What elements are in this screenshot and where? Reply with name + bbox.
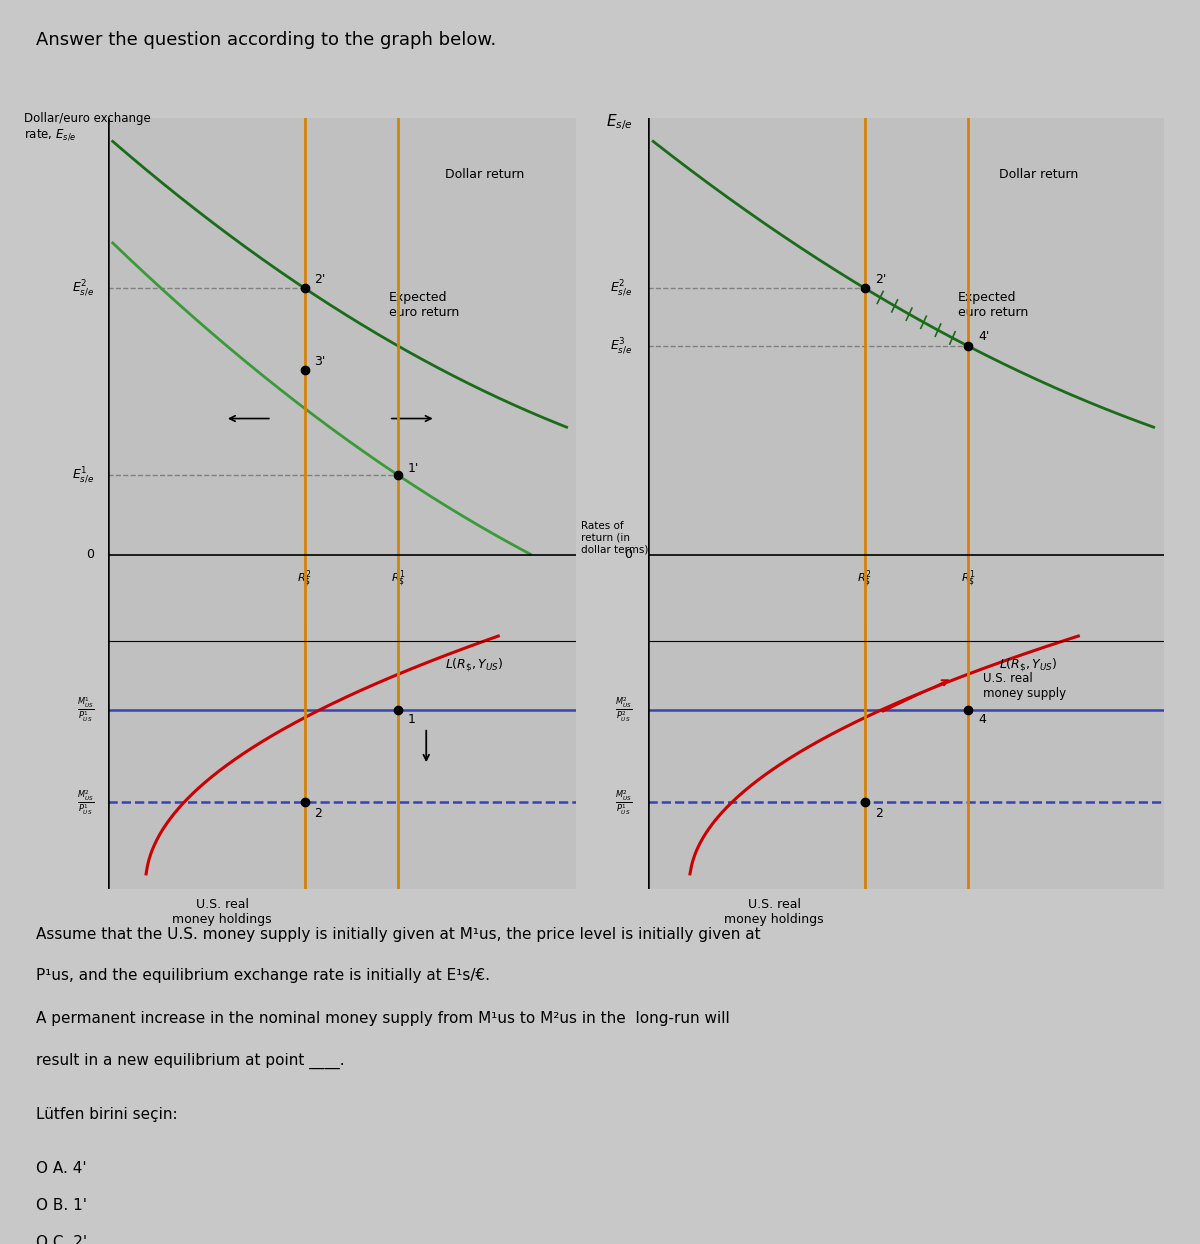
- Text: $E^3_{s/e}$: $E^3_{s/e}$: [610, 336, 632, 356]
- Text: 1: 1: [408, 713, 415, 725]
- Text: Dollar return: Dollar return: [998, 168, 1078, 182]
- Text: Dollar/euro exchange
rate, $E_{s/e}$: Dollar/euro exchange rate, $E_{s/e}$: [24, 112, 151, 142]
- Text: 3': 3': [314, 355, 325, 368]
- Text: Answer the question according to the graph below.: Answer the question according to the gra…: [36, 31, 497, 49]
- Text: Rates of
return (in
dollar terms): Rates of return (in dollar terms): [581, 521, 648, 554]
- Text: $R^1_{\$}$: $R^1_{\$}$: [391, 569, 406, 590]
- Text: Expected
euro return: Expected euro return: [389, 291, 460, 320]
- Text: U.S. real
money supply: U.S. real money supply: [984, 672, 1067, 700]
- Text: U.S. real
money holdings: U.S. real money holdings: [172, 898, 272, 927]
- Text: $E_{s/e}$: $E_{s/e}$: [606, 112, 632, 132]
- Text: 1': 1': [408, 463, 419, 475]
- Text: P¹us, and the equilibrium exchange rate is initially at E¹s/€.: P¹us, and the equilibrium exchange rate …: [36, 968, 490, 983]
- Text: $\frac{M^2_{US}}{P^2_{US}}$: $\frac{M^2_{US}}{P^2_{US}}$: [616, 697, 632, 724]
- Text: $R^1_{\$}$: $R^1_{\$}$: [960, 569, 976, 590]
- Text: $E^2_{s/e}$: $E^2_{s/e}$: [72, 279, 94, 299]
- Text: 0: 0: [86, 549, 94, 561]
- Text: $\frac{M^2_{US}}{P^1_{US}}$: $\frac{M^2_{US}}{P^1_{US}}$: [616, 789, 632, 816]
- Text: Expected
euro return: Expected euro return: [958, 291, 1028, 320]
- Text: $\frac{M^2_{US}}{P^1_{US}}$: $\frac{M^2_{US}}{P^1_{US}}$: [77, 789, 94, 816]
- Text: 2': 2': [314, 272, 325, 286]
- Text: 2: 2: [314, 807, 322, 820]
- Text: 4: 4: [978, 713, 986, 725]
- Text: A permanent increase in the nominal money supply from M¹us to M²us in the  long-: A permanent increase in the nominal mone…: [36, 1011, 730, 1026]
- Text: 4': 4': [978, 331, 990, 343]
- Text: 0: 0: [624, 549, 632, 561]
- Text: O B. 1': O B. 1': [36, 1198, 88, 1213]
- Text: Assume that the U.S. money supply is initially given at M¹us, the price level is: Assume that the U.S. money supply is ini…: [36, 927, 761, 942]
- Text: $E^1_{s/e}$: $E^1_{s/e}$: [72, 465, 94, 485]
- Text: $R^2_{\$}$: $R^2_{\$}$: [298, 569, 312, 590]
- Text: 2': 2': [875, 272, 887, 286]
- Text: $L(R_{\$}, Y_{US})$: $L(R_{\$}, Y_{US})$: [445, 657, 504, 674]
- Text: Dollar return: Dollar return: [445, 168, 524, 182]
- Text: $R^2_{\$}$: $R^2_{\$}$: [857, 569, 872, 590]
- Text: result in a new equilibrium at point ____.: result in a new equilibrium at point ___…: [36, 1052, 344, 1069]
- Text: $L(R_{\$}, Y_{US})$: $L(R_{\$}, Y_{US})$: [998, 657, 1057, 674]
- Text: 2: 2: [875, 807, 883, 820]
- Text: O C. 2': O C. 2': [36, 1235, 88, 1244]
- Text: U.S. real
money holdings: U.S. real money holdings: [724, 898, 824, 927]
- Text: Lütfen birini seçin:: Lütfen birini seçin:: [36, 1107, 178, 1122]
- Text: $E^2_{s/e}$: $E^2_{s/e}$: [610, 279, 632, 299]
- Text: O A. 4': O A. 4': [36, 1161, 86, 1176]
- Text: $\frac{M^1_{US}}{P^1_{US}}$: $\frac{M^1_{US}}{P^1_{US}}$: [77, 697, 94, 724]
